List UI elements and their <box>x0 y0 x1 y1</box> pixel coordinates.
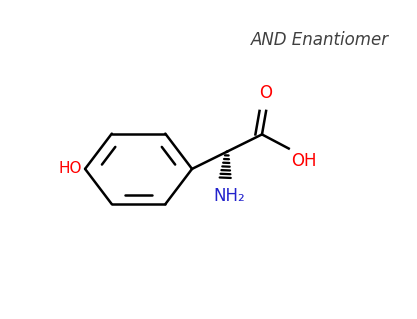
Text: NH₂: NH₂ <box>213 187 245 205</box>
Text: OH: OH <box>291 152 316 170</box>
Text: HO: HO <box>58 161 82 176</box>
Text: O: O <box>260 84 273 101</box>
Text: AND Enantiomer: AND Enantiomer <box>251 31 389 49</box>
